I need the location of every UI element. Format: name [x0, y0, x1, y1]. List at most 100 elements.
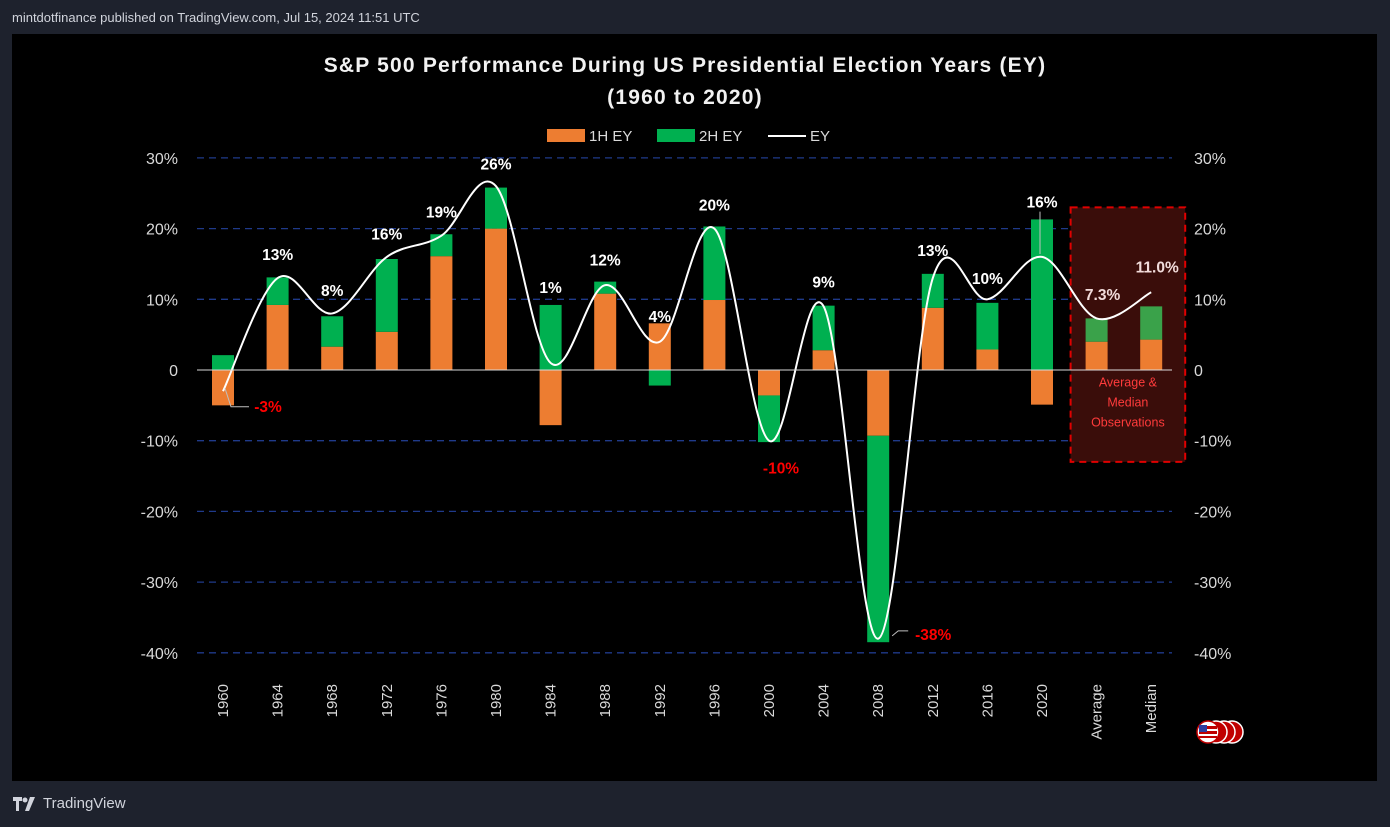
bar-2h-1960: [212, 355, 234, 370]
bar-1h-2008: [867, 370, 890, 436]
y-tick-label-right: 10%: [1194, 292, 1226, 309]
bar-1h-2016: [976, 349, 999, 370]
x-tick-label-2020: 2020: [1034, 684, 1051, 717]
data-label-2008: -38%: [915, 627, 951, 644]
bar-1h-Median: [1140, 339, 1163, 370]
footer: TradingView: [13, 795, 126, 812]
x-tick-label-1976: 1976: [433, 684, 450, 717]
data-label-2004: 9%: [812, 274, 835, 291]
x-tick-label-2012: 2012: [925, 684, 942, 717]
label-leader: [224, 388, 249, 408]
y-tick-label-left: 20%: [146, 222, 178, 239]
legend-label-1h: 1H EY: [589, 128, 632, 145]
bar-2h-1972: [375, 259, 398, 332]
bar-2h-1996: [703, 226, 726, 301]
data-label-1996: 20%: [699, 197, 730, 214]
bar-2h-Average: [1085, 318, 1108, 342]
y-tick-label-left: 10%: [146, 292, 178, 309]
data-label-1960: -3%: [254, 399, 282, 416]
y-tick-label-right: 0: [1194, 363, 1203, 380]
x-tick-label-1980: 1980: [488, 684, 505, 717]
y-tick-label-left: -30%: [141, 575, 178, 592]
x-tick-label-1992: 1992: [652, 684, 669, 717]
data-label-1968: 8%: [321, 283, 344, 300]
y-tick-label-left: 30%: [146, 151, 178, 168]
x-tick-label-2004: 2004: [816, 684, 833, 717]
data-label-2000: -10%: [763, 460, 799, 477]
data-label-2020: 16%: [1026, 194, 1057, 211]
bar-2h-2008: [867, 435, 890, 643]
bar-2h-1964: [266, 277, 289, 305]
legend-swatch-1h: [547, 129, 585, 142]
bar-1h-2000: [758, 370, 780, 396]
data-labels: -3% 13% 8% 16% 19% 26% 1% 12% 4% 20% -10% 9% -38% 13%…: [224, 156, 1179, 644]
data-label-1988: 12%: [590, 252, 621, 269]
x-tick-label-1996: 1996: [706, 684, 723, 717]
chart-subtitle: (1960 to 2020): [607, 86, 763, 109]
y-tick-label-left: -20%: [141, 504, 178, 521]
x-tick-label-1972: 1972: [379, 684, 396, 717]
x-tick-label-1988: 1988: [597, 684, 614, 717]
data-label-1980: 26%: [480, 156, 511, 173]
ey-line: [222, 180, 1152, 640]
publish-info: mintdotfinance published on TradingView.…: [12, 10, 420, 25]
data-label-Median: 11.0%: [1136, 259, 1179, 276]
x-tick-label-1964: 1964: [270, 684, 287, 717]
bars: [212, 187, 1163, 643]
legend-label-2h: 2H EY: [699, 128, 742, 145]
y-tick-label-right: -40%: [1194, 646, 1231, 663]
x-tick-label-2000: 2000: [761, 684, 778, 717]
y-tick-label-right: 30%: [1194, 151, 1226, 168]
bar-1h-1968: [321, 346, 344, 370]
y-tick-label-right: 20%: [1194, 222, 1226, 239]
y-tick-label-left: -10%: [141, 434, 178, 451]
axes: 30% 30% 20% 20% 10% 10% 0 0 -10% -10% -20% -20% -30%…: [141, 151, 1232, 740]
bar-2h-1988: [594, 281, 617, 294]
bar-1h-2012: [921, 307, 944, 370]
chart-title: S&P 500 Performance During US Presidenti…: [324, 54, 1047, 77]
bar-2h-1980: [485, 187, 507, 229]
annotation-line-2: Median: [1107, 396, 1148, 410]
data-label-1984: 1%: [539, 280, 562, 297]
bar-2h-1976: [430, 234, 453, 257]
y-tick-label-left: 0: [169, 363, 178, 380]
bar-2h-Median: [1140, 306, 1163, 340]
bar-1h-2004: [812, 350, 835, 370]
us-flag-coins-icon: [1196, 720, 1244, 744]
label-leader: [891, 630, 909, 637]
bar-1h-1984: [539, 370, 562, 426]
bar-1h-1964: [266, 304, 289, 370]
bar-1h-1976: [430, 256, 453, 370]
legend-swatch-2h: [657, 129, 695, 142]
x-tick-label-1960: 1960: [215, 684, 232, 717]
legend-label-ey: EY: [810, 128, 830, 145]
tradingview-brand[interactable]: TradingView: [43, 795, 126, 812]
y-tick-label-left: -40%: [141, 646, 178, 663]
data-label-1964: 13%: [262, 247, 293, 264]
bar-1h-1996: [703, 300, 726, 370]
bar-2h-2004: [812, 305, 835, 351]
data-label-1972: 16%: [371, 226, 402, 243]
chart-panel: S&P 500 Performance During US Presidenti…: [12, 34, 1377, 781]
election-year-chart: S&P 500 Performance During US Presidenti…: [141, 54, 1244, 744]
data-label-1992: 4%: [649, 309, 672, 326]
annotation-line-1: Average &: [1099, 376, 1158, 390]
data-label-Average: 7.3%: [1085, 287, 1121, 304]
ey-line-layer: [222, 180, 1152, 640]
x-tick-label-Average: Average: [1089, 684, 1106, 740]
data-label-2012: 13%: [917, 243, 948, 260]
x-tick-label-2016: 2016: [979, 684, 996, 717]
annotation-line-3: Observations: [1091, 415, 1165, 429]
bar-1h-1980: [485, 228, 507, 370]
x-tick-label-1984: 1984: [543, 684, 560, 717]
grid-lines: [197, 157, 1172, 654]
data-label-1976: 19%: [426, 204, 457, 221]
x-tick-label-2008: 2008: [870, 684, 887, 717]
bar-1h-1988: [594, 293, 617, 370]
bar-1h-2020: [1031, 370, 1053, 405]
y-tick-label-right: -20%: [1194, 504, 1231, 521]
x-tick-label-1968: 1968: [324, 684, 341, 717]
y-tick-label-right: -10%: [1194, 434, 1231, 451]
tradingview-logo-icon[interactable]: [13, 796, 37, 812]
x-tick-label-Median: Median: [1143, 684, 1160, 733]
